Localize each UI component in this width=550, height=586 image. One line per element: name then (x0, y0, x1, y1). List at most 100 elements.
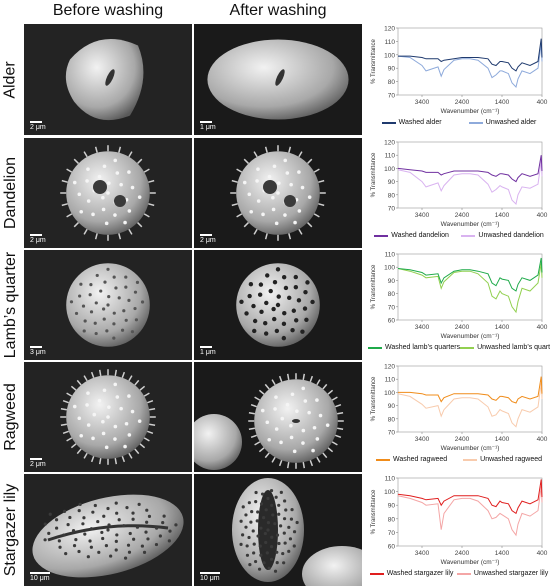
sem-image-after-ragweed (194, 362, 362, 472)
y-axis-label: % Transmittance (371, 152, 377, 197)
y-tick-label: 110 (385, 252, 396, 259)
y-tick-label: 110 (385, 153, 396, 160)
legend-entry: Unwashed ragweed (463, 456, 542, 463)
scale-bar-label: 10 μm (200, 575, 220, 582)
row-label-text: Alder (2, 60, 20, 99)
legend-entry: Washed dandelion (374, 232, 449, 239)
y-tick-label: 110 (385, 476, 396, 483)
y-tick-label: 70 (388, 430, 396, 437)
x-tick-label: 400 (537, 212, 548, 219)
series-line-washed (398, 38, 543, 72)
legend-swatch (461, 234, 476, 237)
x-axis-label: Wavenumber (cm⁻¹) (441, 559, 500, 566)
scale-bar-label: 10 μm (30, 575, 50, 582)
scale-bar: 10 μm (200, 572, 220, 582)
sem-image-before-ragweed: 2 μm (24, 362, 192, 472)
y-tick-label: 70 (388, 93, 396, 100)
series-line-washed (397, 155, 543, 183)
scale-bar: 1 μm (200, 346, 216, 356)
y-axis-label: % Transmittance (371, 38, 377, 83)
legend-swatch (456, 572, 471, 575)
legend-entry: Washed stargazer lily (369, 570, 454, 577)
x-tick-label: 2400 (455, 436, 470, 443)
legend-label: Washed alder (398, 119, 442, 126)
x-tick-label: 3400 (415, 99, 430, 106)
x-axis-label: Wavenumber (cm⁻¹) (441, 108, 500, 115)
y-tick-label: 90 (388, 179, 396, 186)
y-tick-label: 100 (384, 52, 395, 59)
legend-label: Washed lamb’s quarters (385, 344, 461, 351)
legend-entry: Unwashed stargazer lily (456, 570, 549, 577)
legend-entry: Washed alder (381, 119, 442, 126)
y-tick-label: 90 (388, 66, 396, 73)
ftir-chart-alder: 70 80 90 100 110 120 3400 2400 1400 400 % Transmit… (368, 18, 550, 135)
y-tick-label: 80 (388, 416, 396, 423)
y-tick-label: 100 (384, 166, 395, 173)
row-label-text: Ragweed (2, 383, 20, 451)
legend-label: Washed dandelion (391, 232, 449, 239)
y-tick-label: 70 (388, 530, 396, 537)
legend-entry: Washed ragweed (375, 456, 447, 463)
y-axis-label: % Transmittance (371, 489, 377, 534)
series-line-unwashed (397, 160, 543, 205)
row-label-lamb: Lamb’s quarter (0, 250, 22, 360)
legend-label: Unwashed ragweed (480, 456, 543, 463)
x-tick-label: 2400 (455, 212, 470, 219)
scale-bar: 10 μm (30, 572, 50, 582)
scale-bar-label: 2 μm (200, 237, 216, 244)
legend-entry: Washed lamb’s quarters (368, 344, 460, 351)
legend-swatch (375, 458, 390, 461)
scale-bar-label: 2 μm (30, 461, 46, 468)
legend-entry: Unwashed lamb’s quarters (460, 344, 550, 351)
y-tick-label: 60 (388, 318, 396, 325)
chart-legend: Washed stargazer lily Unwashed stargazer … (368, 570, 550, 577)
before-washing-header: Before washing (52, 2, 164, 19)
scale-bar: 1 μm (200, 121, 216, 131)
x-tick-label: 3400 (415, 324, 430, 331)
x-tick-label: 1400 (495, 99, 510, 106)
x-tick-label: 3400 (415, 436, 430, 443)
sem-image-after-dandelion: 2 μm (194, 138, 362, 248)
scale-bar-label: 1 μm (200, 124, 216, 131)
series-line-washed (398, 376, 543, 404)
series-line-washed (397, 479, 543, 515)
y-tick-label: 110 (385, 39, 396, 46)
x-tick-label: 3400 (415, 550, 430, 557)
sem-image-before-lamb: 3 μm (24, 250, 192, 360)
sem-image-after-lamb: 1 μm (194, 250, 362, 360)
legend-swatch (374, 234, 389, 237)
y-tick-label: 120 (384, 140, 395, 147)
series-line-washed (397, 257, 543, 292)
y-tick-label: 80 (388, 79, 396, 86)
legend-label: Unwashed stargazer lily (473, 570, 549, 577)
y-tick-label: 100 (384, 390, 395, 397)
series-line-unwashed (397, 263, 543, 314)
y-tick-label: 60 (388, 544, 396, 551)
legend-label: Washed stargazer lily (386, 570, 454, 577)
x-tick-label: 2400 (455, 324, 470, 331)
y-tick-label: 110 (385, 377, 396, 384)
chart-legend: Washed alder Unwashed alder (368, 119, 550, 126)
scale-bar: 2 μm (30, 121, 46, 131)
x-tick-label: 2400 (455, 99, 470, 106)
legend-swatch (460, 346, 475, 349)
x-tick-label: 400 (537, 436, 548, 443)
series-line-unwashed (397, 44, 543, 88)
ftir-chart-lamb: 60 70 80 90 100 110 3400 2400 1400 400 % Transmitt… (368, 244, 550, 360)
y-tick-label: 90 (388, 278, 396, 285)
chart-legend: Washed lamb’s quarters Unwashed lamb’s qu… (368, 344, 550, 351)
y-tick-label: 80 (388, 192, 396, 199)
x-tick-label: 1400 (495, 550, 510, 557)
y-tick-label: 90 (388, 403, 396, 410)
plot-area (397, 253, 543, 321)
x-tick-label: 1400 (495, 436, 510, 443)
plot-area (397, 477, 543, 547)
scale-bar: 2 μm (30, 458, 46, 468)
row-label-ragweed: Ragweed (0, 362, 22, 472)
chart-legend: Washed ragweed Unwashed ragweed (368, 456, 550, 463)
scale-bar-label: 1 μm (200, 349, 216, 356)
scale-bar-label: 3 μm (30, 349, 46, 356)
chart-legend: Washed dandelion Unwashed dandelion (368, 232, 550, 239)
ftir-chart-dandelion: 70 80 90 100 110 120 3400 2400 1400 400 % Transmit… (368, 132, 550, 248)
legend-label: Unwashed dandelion (478, 232, 544, 239)
